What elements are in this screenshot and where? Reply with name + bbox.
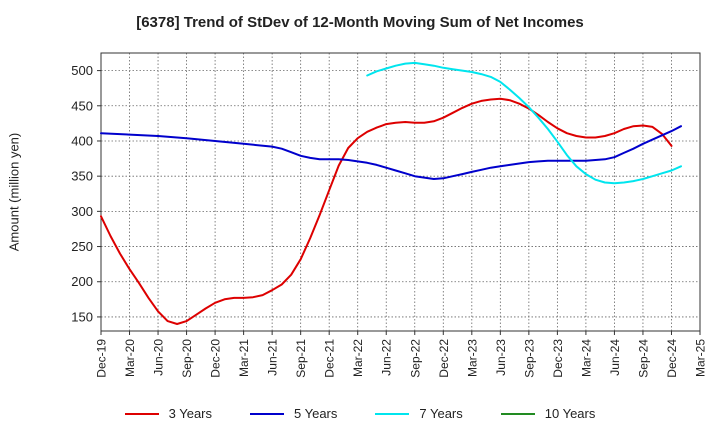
x-tick-label: Dec-20 (209, 339, 223, 378)
x-tick-label: Mar-22 (351, 339, 365, 377)
legend-swatch (124, 412, 159, 415)
legend-item-5-years: 5 Years (250, 406, 337, 421)
y-tick-label: 450 (71, 98, 93, 113)
x-tick-label: Sep-24 (636, 339, 650, 378)
x-tick-label: Mar-21 (237, 339, 251, 377)
legend-swatch (250, 412, 284, 415)
y-tick-label: 400 (71, 133, 93, 148)
x-tick-label: Jun-24 (608, 339, 622, 376)
plot-frame (100, 52, 701, 332)
chart-title: [6378] Trend of StDev of 12-Month Moving… (136, 14, 584, 31)
y-tick-label: 300 (71, 204, 93, 219)
x-tick-label: Dec-22 (437, 339, 451, 378)
x-tick-label: Mar-23 (465, 339, 479, 377)
x-tick-label: Mar-25 (694, 339, 708, 377)
x-tick-label: Sep-20 (180, 339, 194, 378)
series-line-7-years (366, 61, 682, 185)
y-tick-label: 200 (71, 274, 93, 289)
legend-item-7-years: 7 Years (375, 406, 463, 421)
y-tick-label: 500 (71, 63, 93, 78)
legend-item-3-years: 3 Years (124, 406, 212, 421)
x-tick-label: Mar-20 (123, 339, 137, 377)
x-tick-label: Jun-21 (266, 339, 280, 376)
legend-swatch (500, 412, 535, 415)
legend-label: 7 Years (419, 406, 463, 421)
x-tick-label: Jun-22 (380, 339, 394, 376)
x-tick-label: Sep-23 (522, 339, 536, 378)
grid (100, 53, 701, 331)
legend-label: 5 Years (294, 406, 338, 421)
legend-item-10-years: 10 Years (500, 406, 596, 421)
legend-swatch (375, 412, 410, 415)
x-tick-label: Dec-24 (665, 339, 679, 378)
axes: 150 200 250 300 350 400 450 500 Dec-19 Mar-20 Jun-… (71, 52, 708, 378)
series-line-3-years (100, 97, 673, 325)
y-tick-label: 250 (71, 239, 93, 254)
x-tick-label: Sep-21 (294, 339, 308, 378)
x-tick-label: Dec-21 (323, 339, 337, 378)
x-tick-label: Mar-24 (579, 339, 593, 377)
legend: 3 Years 5 Years 7 Years 10 Years (0, 406, 720, 421)
x-tick-label: Dec-19 (95, 339, 109, 378)
x-tick-label: Dec-23 (551, 339, 565, 378)
series-lines (100, 61, 682, 325)
legend-label: 10 Years (544, 406, 596, 421)
y-tick-label: 150 (71, 309, 93, 324)
x-tick-label: Sep-22 (408, 339, 422, 378)
series-line-5-years (100, 125, 682, 180)
x-tick-label: Jun-23 (494, 339, 508, 376)
legend-label: 3 Years (168, 406, 212, 421)
x-tick-label: Jun-20 (152, 339, 166, 376)
y-tick-label: 350 (71, 169, 93, 184)
